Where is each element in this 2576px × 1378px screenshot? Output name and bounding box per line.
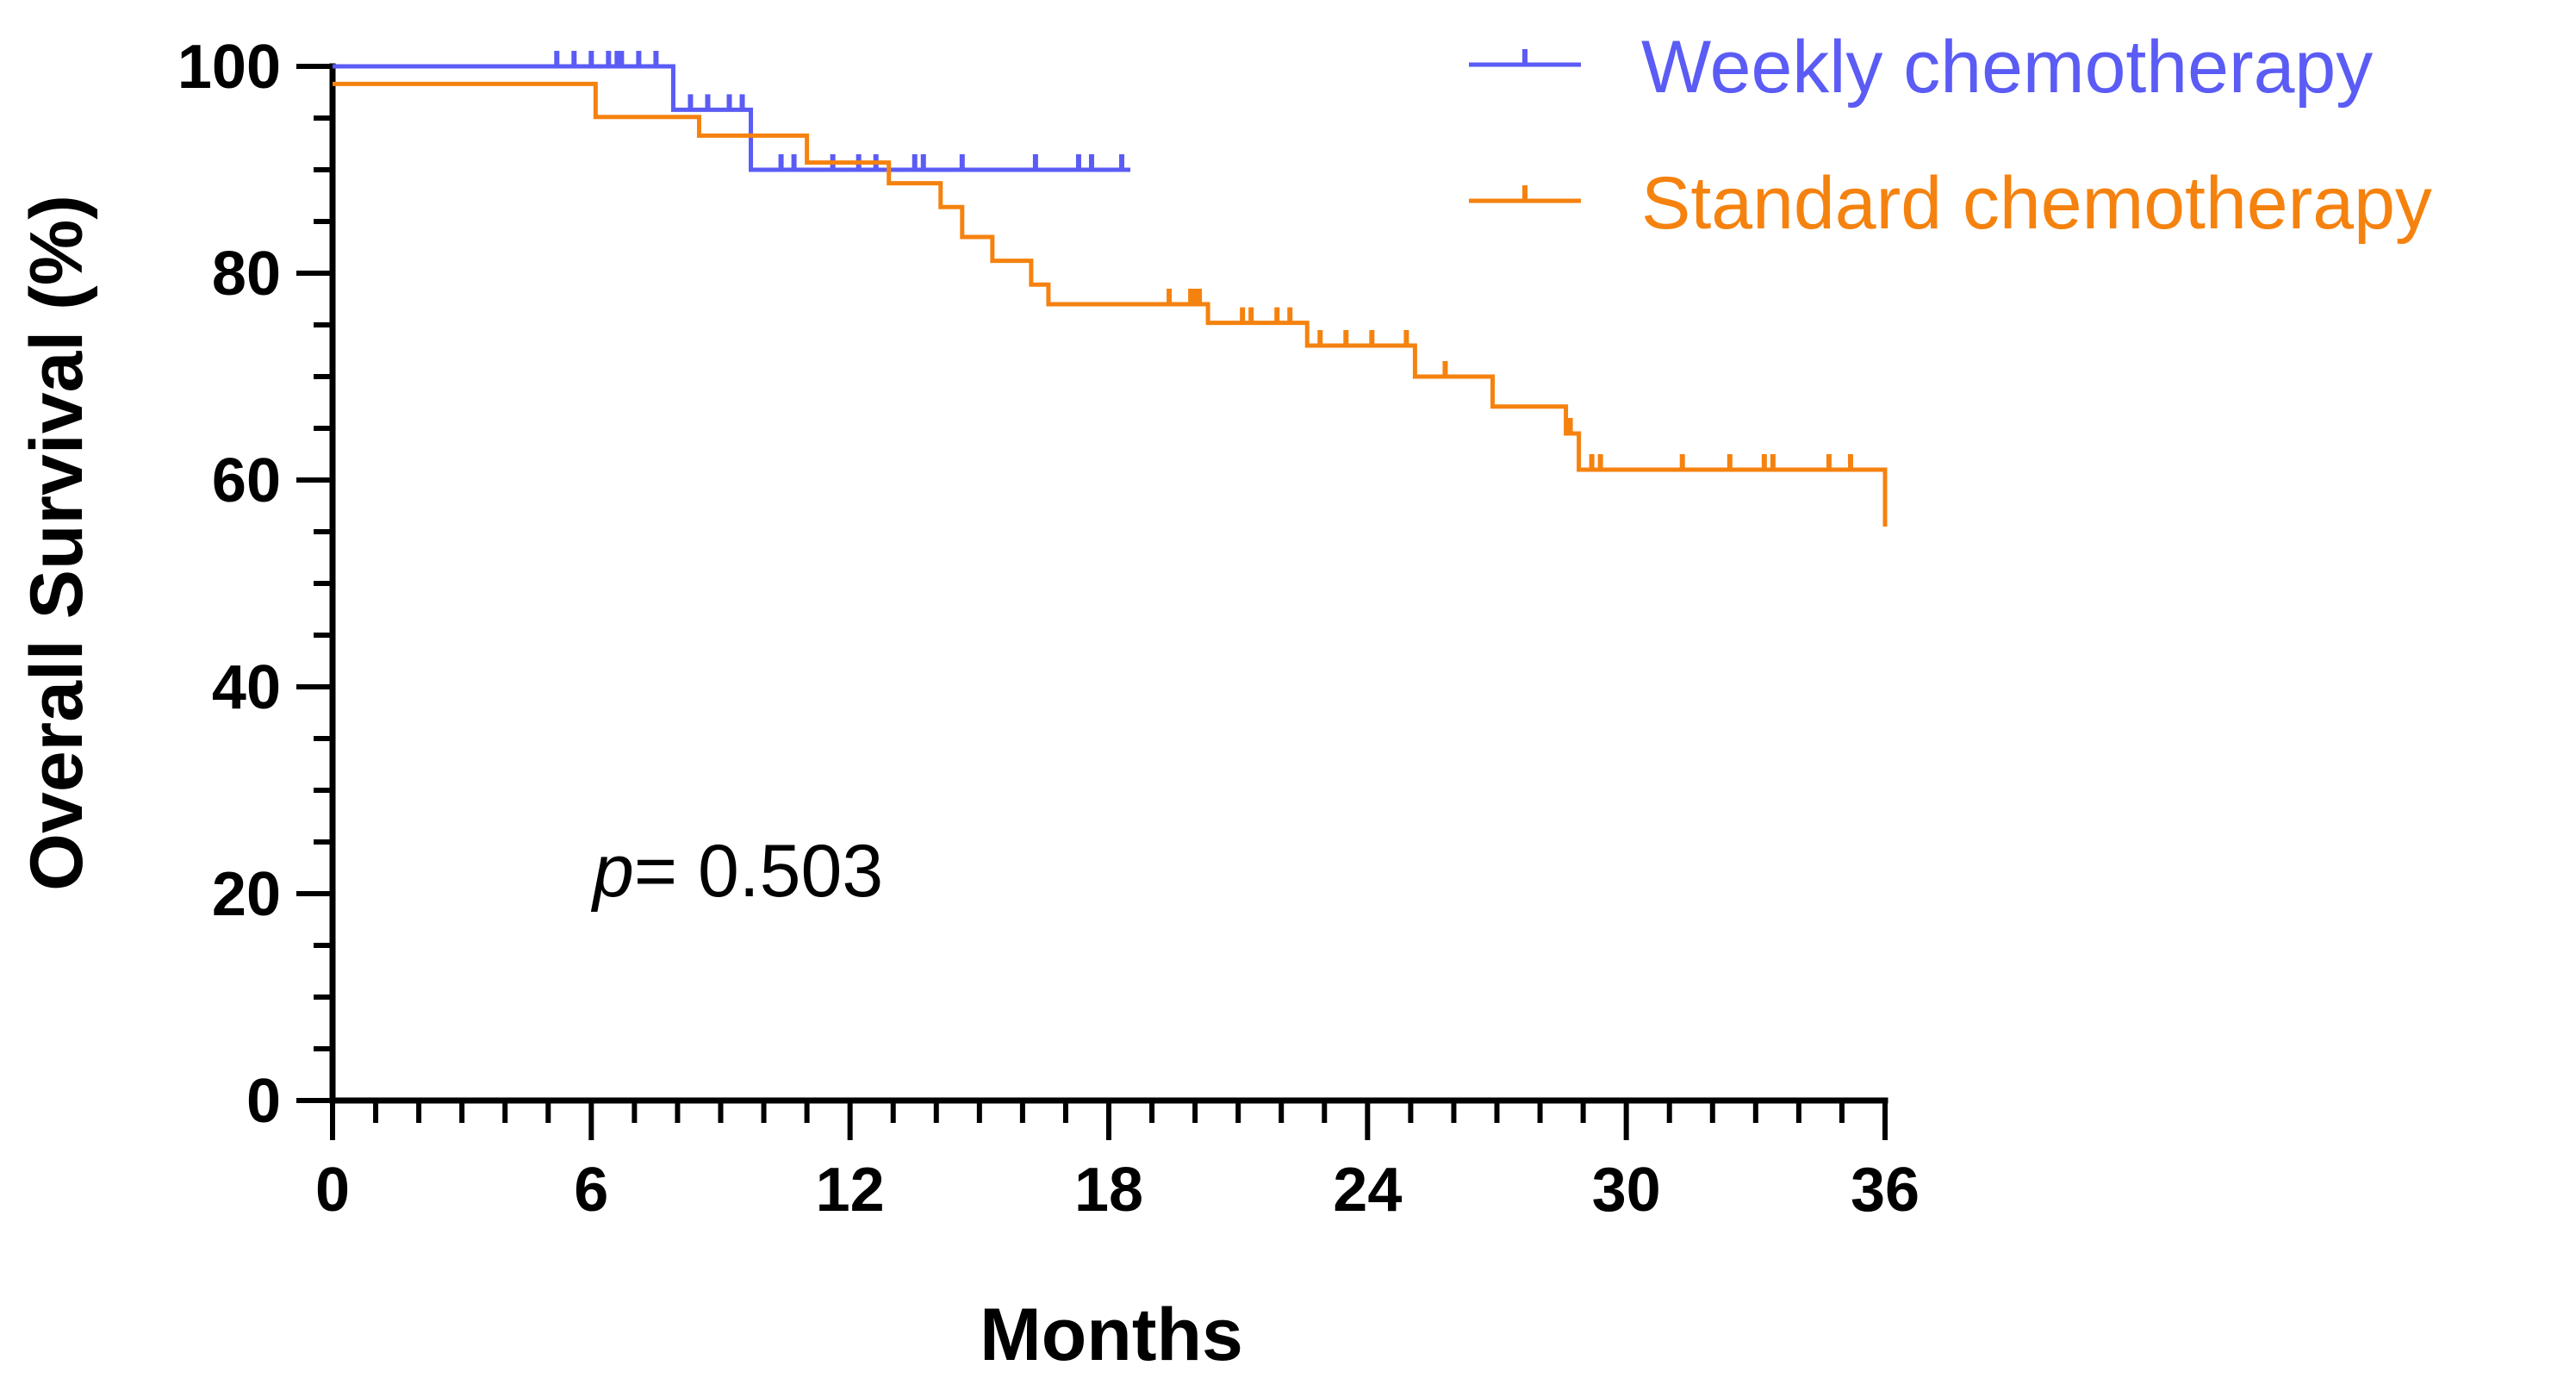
survival-curve-standard	[333, 81, 1888, 527]
legend-label-standard: Standard chemotherapy	[1641, 162, 2432, 245]
series-weekly	[333, 51, 1131, 172]
series-layer	[333, 51, 1888, 527]
legend: Weekly chemotherapy Standard chemotherap…	[1469, 26, 2432, 245]
y-tick-label: 100	[177, 33, 281, 102]
p-value-symbol: p	[590, 830, 634, 913]
x-tick-label: 30	[1592, 1156, 1661, 1225]
legend-item-weekly: Weekly chemotherapy	[1469, 26, 2373, 109]
y-tick-label: 40	[212, 653, 281, 722]
p-value-text: = 0.503	[634, 830, 883, 913]
y-tick-label: 20	[212, 860, 281, 929]
x-tick-label: 6	[574, 1156, 608, 1225]
y-tick-label: 60	[212, 446, 281, 515]
x-axis-title: Months	[980, 1294, 1243, 1376]
p-value-annotation: p= 0.503	[590, 830, 883, 913]
y-tick-label: 80	[212, 240, 281, 309]
x-tick-label: 12	[816, 1156, 885, 1225]
x-tick-label: 24	[1333, 1156, 1402, 1225]
x-tick-label: 36	[1851, 1156, 1920, 1225]
legend-item-standard: Standard chemotherapy	[1469, 162, 2432, 245]
legend-label-weekly: Weekly chemotherapy	[1641, 26, 2373, 109]
series-standard	[333, 81, 1888, 527]
axes-layer: 0 20 40 60 80 100 0 6 12 18 24 30 36	[177, 33, 1920, 1225]
y-tick-label: 0	[246, 1067, 281, 1136]
y-axis-title: Overall Survival (%)	[16, 195, 98, 891]
x-tick-label: 18	[1074, 1156, 1143, 1225]
x-tick-label: 0	[315, 1156, 350, 1225]
